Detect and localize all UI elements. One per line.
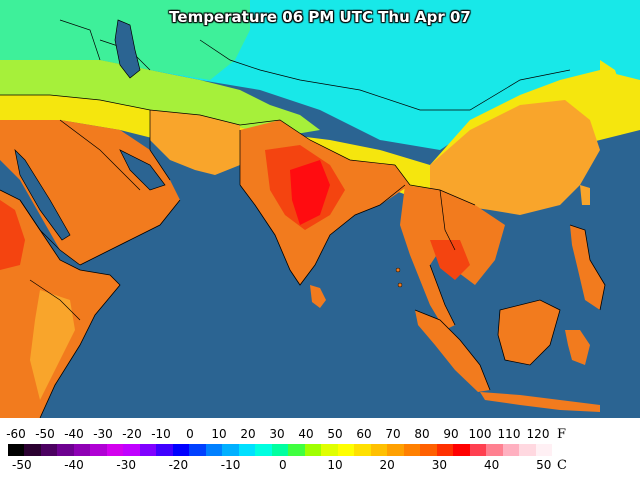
celsius-tick-label: 20	[379, 458, 395, 472]
celsius-tick-label: 50	[536, 458, 552, 472]
color-swatch	[436, 444, 454, 456]
fahrenheit-tick-label: -60	[6, 427, 26, 441]
color-swatch	[354, 444, 371, 456]
land-korea	[585, 75, 605, 115]
land-arabia	[0, 120, 180, 265]
celsius-tick-label: -20	[168, 458, 189, 472]
fahrenheit-tick-label: 110	[497, 427, 521, 441]
island	[397, 282, 403, 288]
fahrenheit-tick-label: 90	[443, 427, 459, 441]
color-swatch	[519, 444, 536, 456]
land-japan	[600, 60, 630, 135]
africa-orange	[30, 290, 75, 400]
fahrenheit-tick-label: -40	[64, 427, 84, 441]
india-core	[290, 160, 330, 225]
celsius-unit: C	[557, 458, 567, 473]
color-swatch	[469, 444, 487, 456]
color-swatch	[420, 444, 437, 456]
land-east-asia	[430, 100, 600, 215]
land-sulawesi	[565, 330, 590, 365]
color-swatch	[8, 444, 25, 456]
color-swatch	[271, 444, 289, 456]
coastlines	[0, 184, 606, 418]
fahrenheit-unit: F	[557, 427, 567, 442]
indochina-hot	[430, 240, 470, 280]
celsius-tick-label: -10	[220, 458, 241, 472]
color-swatch	[255, 444, 272, 456]
color-swatch	[24, 444, 41, 456]
color-swatch	[238, 444, 256, 456]
land-philippines	[570, 225, 605, 310]
africa-hot	[0, 200, 25, 270]
color-swatch	[370, 444, 388, 456]
border-lines	[0, 19, 571, 321]
fahrenheit-tick-label: -10	[151, 427, 171, 441]
caspian-sea	[114, 19, 141, 79]
red-sea	[14, 148, 71, 241]
color-swatch	[321, 444, 338, 456]
fahrenheit-tick-label: 10	[211, 427, 227, 441]
color-swatch	[106, 444, 124, 456]
color-swatch	[502, 444, 520, 456]
color-swatch	[403, 444, 421, 456]
color-swatch	[73, 444, 91, 456]
land-taiwan	[580, 185, 590, 205]
fahrenheit-tick-label: 70	[385, 427, 401, 441]
color-scale-bar	[8, 444, 552, 456]
fahrenheit-tick-label: 30	[269, 427, 285, 441]
color-swatch	[123, 444, 140, 456]
land-iran	[150, 110, 240, 175]
color-swatch	[288, 444, 305, 456]
color-swatch	[387, 444, 404, 456]
fahrenheit-tick-label: 0	[186, 427, 194, 441]
celsius-tick-label: 10	[327, 458, 343, 472]
celsius-tick-label: 40	[483, 458, 500, 472]
land-sri-lanka	[310, 285, 326, 308]
color-swatch	[57, 444, 74, 456]
celsius-tick-label: 0	[278, 458, 287, 472]
color-swatch	[486, 444, 503, 456]
temperature-map	[0, 0, 640, 418]
fahrenheit-tick-label: 100	[468, 427, 492, 441]
color-swatch	[40, 444, 58, 456]
color-swatch	[535, 444, 552, 456]
land-java	[480, 392, 600, 412]
fahrenheit-tick-label: 120	[526, 427, 550, 441]
celsius-tick-label: -50	[11, 458, 32, 472]
color-swatch	[172, 444, 190, 456]
color-swatch	[90, 444, 107, 456]
color-swatch	[189, 444, 206, 456]
celsius-tick-label: -30	[116, 458, 136, 472]
color-swatch	[139, 444, 157, 456]
color-swatch	[222, 444, 239, 456]
fahrenheit-tick-label: 40	[298, 427, 314, 441]
fahrenheit-tick-label: -20	[122, 427, 142, 441]
celsius-tick-label: -40	[64, 458, 84, 472]
persian-gulf	[119, 149, 166, 191]
color-swatch	[156, 444, 173, 456]
color-swatch	[453, 444, 470, 456]
land-sumatra	[415, 310, 490, 392]
fahrenheit-tick-label: -50	[35, 427, 55, 441]
fahrenheit-tick-label: 20	[240, 427, 256, 441]
land-borneo	[498, 300, 560, 365]
celsius-tick-label: 30	[431, 458, 448, 472]
fahrenheit-tick-label: 50	[327, 427, 343, 441]
fahrenheit-tick-label: 80	[414, 427, 430, 441]
color-swatch	[205, 444, 223, 456]
temperature-legend: -60 -50 -40 -30 -20 -10 0 10 20 30 40 50 60 70 80 90 100…	[0, 418, 640, 480]
land-mild-band	[0, 60, 320, 135]
map-title: Temperature 06 PM UTC Thu Apr 07	[169, 8, 471, 26]
fahrenheit-tick-label: 60	[356, 427, 372, 441]
island	[395, 267, 401, 273]
color-swatch	[304, 444, 322, 456]
fahrenheit-tick-label: -30	[93, 427, 113, 441]
color-swatch	[337, 444, 355, 456]
